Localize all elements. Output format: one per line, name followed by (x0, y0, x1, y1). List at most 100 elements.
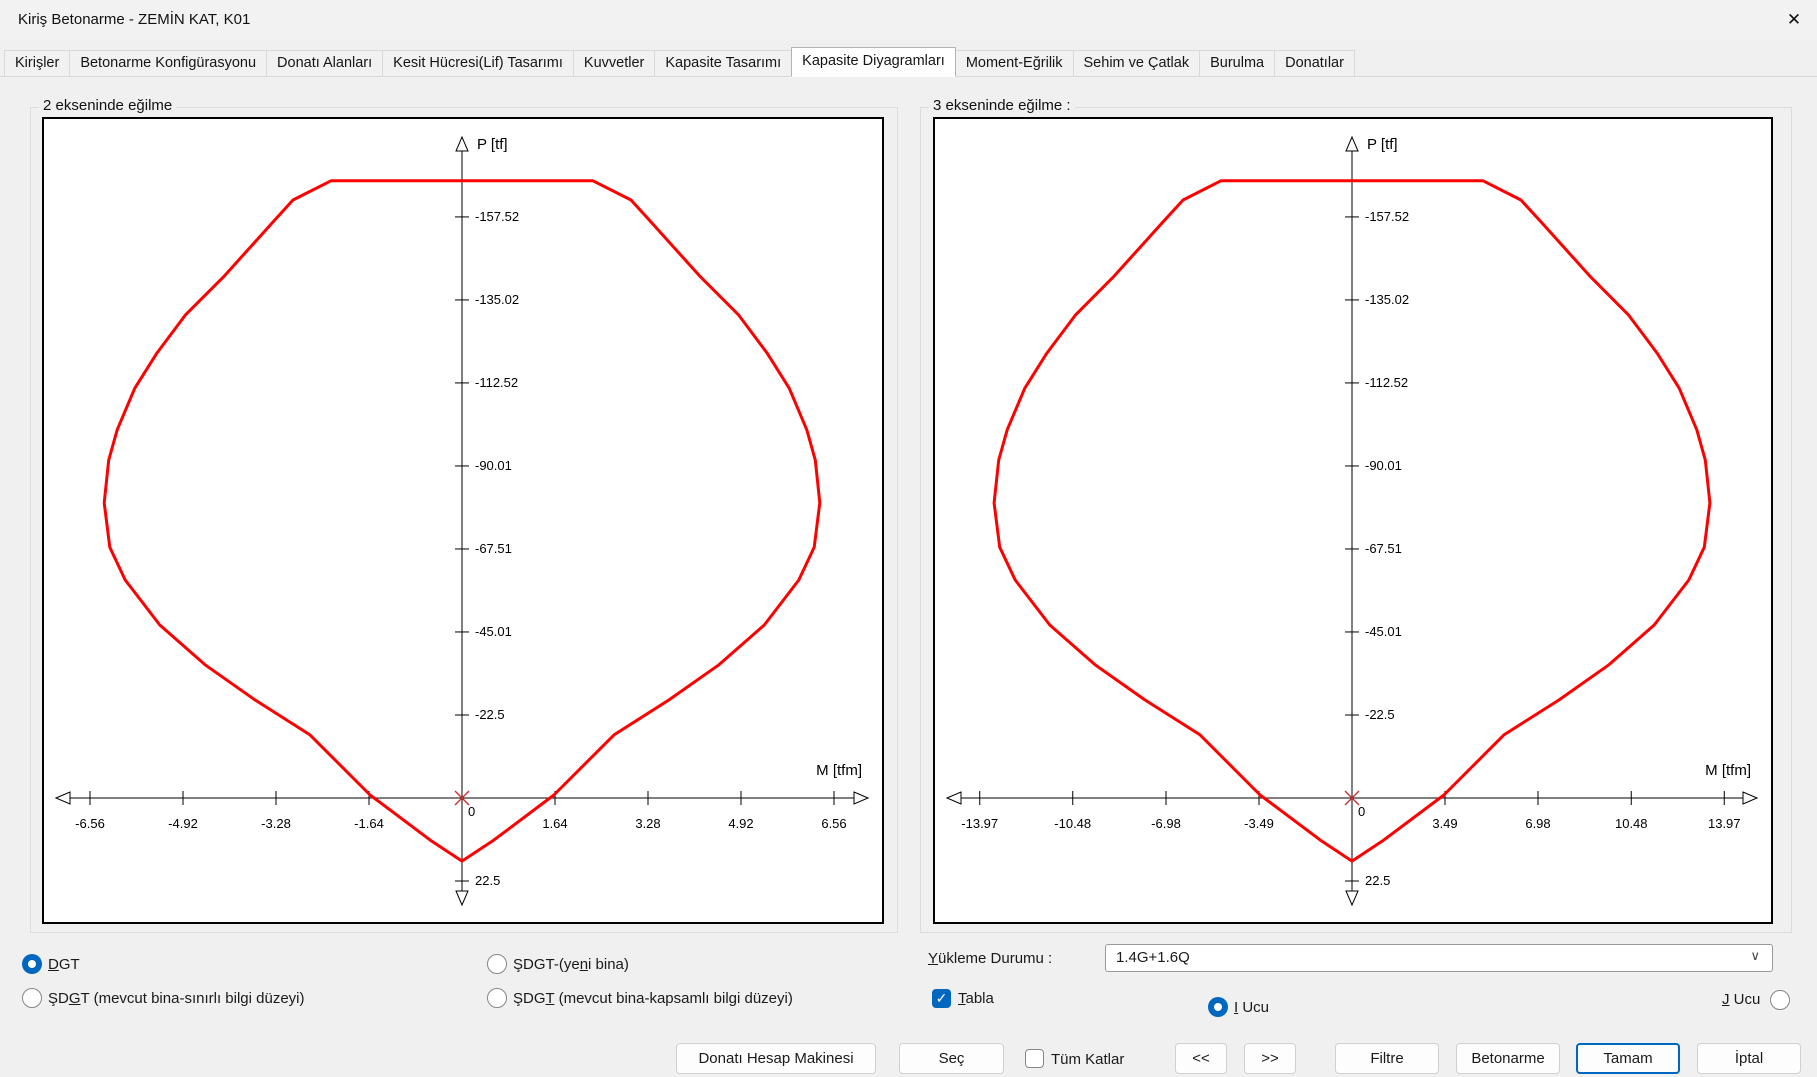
y-tick-label: -157.52 (1365, 209, 1409, 224)
origin-marker (454, 790, 470, 806)
x-tick-label: -6.98 (1151, 816, 1181, 831)
x-axis-left-arrow-icon (54, 791, 71, 805)
group-bending-axis-2-title: 2 ekseninde eğilme (39, 97, 177, 114)
radio-sdgt-yeni-bina-label: ŞDGT-(yeni bina) (513, 956, 629, 973)
radio-sdgt-mevcut-sinirli-control[interactable] (22, 988, 42, 1008)
y-tick-label: -45.01 (475, 624, 512, 639)
tabla-checkbox[interactable]: ✓ (932, 989, 951, 1008)
x-axis-left-arrow-icon (945, 791, 962, 805)
x-tick-label: 6.56 (821, 816, 846, 831)
y-axis-title: P [tf] (1367, 136, 1398, 153)
x-tick-label: 1.64 (542, 816, 567, 831)
pm-diagram-axis-2-svg: -6.56 -4.92 -3.28 -1.64 1.64 3.28 4.92 6.56 -157… (54, 135, 870, 907)
x-axis-title: M [tfm] (1705, 762, 1751, 779)
window-title: Kiriş Betonarme - ZEMİN KAT, K01 (18, 11, 251, 28)
y-tick-label: 22.5 (1365, 873, 1390, 888)
capacity-envelope (992, 179, 1712, 863)
tab-kesit-hucresi-lif-tasarimi[interactable]: Kesit Hücresi(Lif) Tasarımı (382, 50, 574, 77)
origin-marker (1344, 790, 1360, 806)
load-case-value: 1.4G+1.6Q (1116, 949, 1190, 966)
x-tick-label: -10.48 (1054, 816, 1091, 831)
close-button[interactable]: ✕ (1771, 0, 1817, 40)
sec-button[interactable]: Seç (899, 1043, 1004, 1074)
origin-label: 0 (1358, 804, 1365, 819)
tabla-label: Tabla (958, 990, 994, 1007)
tab-strip: Kirişler Betonarme Konfigürasyonu Donatı A… (4, 47, 1355, 77)
j-end-radio[interactable] (1770, 990, 1790, 1010)
x-tick-label: 13.97 (1708, 816, 1741, 831)
y-tick-label: -112.52 (1365, 375, 1408, 390)
filtre-button[interactable]: Filtre (1335, 1043, 1439, 1074)
x-tick-label: -3.28 (261, 816, 291, 831)
capacity-envelope (102, 179, 822, 863)
tab-moment-egrilik[interactable]: Moment-Eğrilik (954, 50, 1074, 77)
tab-kirisler[interactable]: Kirişler (4, 50, 71, 77)
tab-donati-alanlari[interactable]: Donatı Alanları (266, 50, 384, 77)
load-case-label: Yükleme Durumu : (928, 950, 1053, 967)
y-tick-label: -112.52 (475, 375, 518, 390)
tum-katlar-checkbox[interactable] (1025, 1049, 1044, 1068)
tab-kapasite-tasarimi[interactable]: Kapasite Tasarımı (654, 50, 793, 77)
x-tick-label: -1.64 (354, 816, 384, 831)
pm-diagram-axis-3: -13.97 -10.48 -6.98 -3.49 3.49 6.98 10.48 13.97… (933, 117, 1773, 924)
radio-sdgt-mevcut-sinirli-label: ŞDGT (mevcut bina-sınırlı bilgi düzeyi) (48, 990, 305, 1007)
j-end-label: J Ucu (1722, 991, 1761, 1008)
tab-kapasite-diyagramlari[interactable]: Kapasite Diyagramları (791, 47, 956, 77)
pm-diagram-axis-2: -6.56 -4.92 -3.28 -1.64 1.64 3.28 4.92 6.56 -157… (42, 117, 884, 924)
group-bending-axis-2: 2 ekseninde eğilme (30, 97, 898, 933)
radio-dgt-control[interactable] (22, 954, 42, 974)
x-tick-label: 10.48 (1615, 816, 1648, 831)
group-bending-axis-3-title: 3 ekseninde eğilme : (929, 97, 1075, 114)
tab-betonarme-konfigurasyonu[interactable]: Betonarme Konfigürasyonu (69, 50, 268, 77)
tab-kuvvetler[interactable]: Kuvvetler (572, 50, 656, 77)
betonarme-button[interactable]: Betonarme (1456, 1043, 1560, 1074)
prev-page-button[interactable]: << (1175, 1043, 1227, 1074)
x-axis-right-arrow-icon (1742, 791, 1759, 805)
chevron-down-icon: ∨ (1750, 948, 1760, 963)
title-bar: Kiriş Betonarme - ZEMİN KAT, K01 ✕ (0, 0, 1817, 40)
x-tick-label: -13.97 (961, 816, 998, 831)
iptal-button[interactable]: İptal (1697, 1043, 1801, 1074)
y-tick-label: -67.51 (1365, 541, 1402, 556)
x-axis-title: M [tfm] (816, 762, 862, 779)
donati-hesap-makinesi-button[interactable]: Donatı Hesap Makinesi (676, 1043, 876, 1074)
y-tick-label: -22.5 (475, 707, 505, 722)
radio-sdgt-mevcut-kapsamli-control[interactable] (487, 988, 507, 1008)
radio-sdgt-yeni-bina-control[interactable] (487, 954, 507, 974)
y-axis-title: P [tf] (477, 136, 508, 153)
tab-donatilar[interactable]: Donatılar (1274, 50, 1355, 77)
tamam-button[interactable]: Tamam (1576, 1043, 1680, 1074)
i-end-radio[interactable] (1208, 997, 1228, 1017)
radio-dgt-label: DGT (48, 956, 80, 973)
tum-katlar-label: Tüm Katlar (1051, 1051, 1125, 1068)
x-tick-label: 4.92 (728, 816, 753, 831)
load-case-combobox[interactable]: 1.4G+1.6Q ∨ (1105, 944, 1773, 972)
y-tick-label: -45.01 (1365, 624, 1402, 639)
x-tick-label: 3.49 (1432, 816, 1457, 831)
pm-diagram-axis-3-svg: -13.97 -10.48 -6.98 -3.49 3.49 6.98 10.48 13.97… (945, 135, 1759, 907)
y-tick-label: -90.01 (475, 458, 512, 473)
x-tick-label: -3.49 (1244, 816, 1274, 831)
y-tick-label: -135.02 (1365, 292, 1409, 307)
x-tick-label: -4.92 (168, 816, 198, 831)
check-icon: ✓ (935, 990, 948, 1006)
i-end-label: I Ucu (1234, 999, 1270, 1016)
y-tick-label: -67.51 (475, 541, 512, 556)
y-tick-label: -22.5 (1365, 707, 1395, 722)
tab-sehim-ve-catlak[interactable]: Sehim ve Çatlak (1072, 50, 1201, 77)
group-bending-axis-3: 3 ekseninde eğilme : (920, 97, 1792, 933)
y-tick-label: -135.02 (475, 292, 519, 307)
y-axis-down-arrow-icon (1345, 890, 1359, 907)
y-tick-label: 22.5 (475, 873, 500, 888)
origin-label: 0 (468, 804, 475, 819)
x-axis-right-arrow-icon (853, 791, 870, 805)
radio-sdgt-mevcut-kapsamli-label: ŞDGT (mevcut bina-kapsamlı bilgi düzeyi) (513, 990, 793, 1007)
x-tick-label: -6.56 (75, 816, 105, 831)
next-page-button[interactable]: >> (1244, 1043, 1296, 1074)
close-icon: ✕ (1786, 10, 1802, 29)
tab-burulma[interactable]: Burulma (1199, 50, 1276, 77)
y-tick-label: -90.01 (1365, 458, 1402, 473)
x-tick-label: 3.28 (635, 816, 660, 831)
y-axis-up-arrow-icon (455, 135, 469, 152)
